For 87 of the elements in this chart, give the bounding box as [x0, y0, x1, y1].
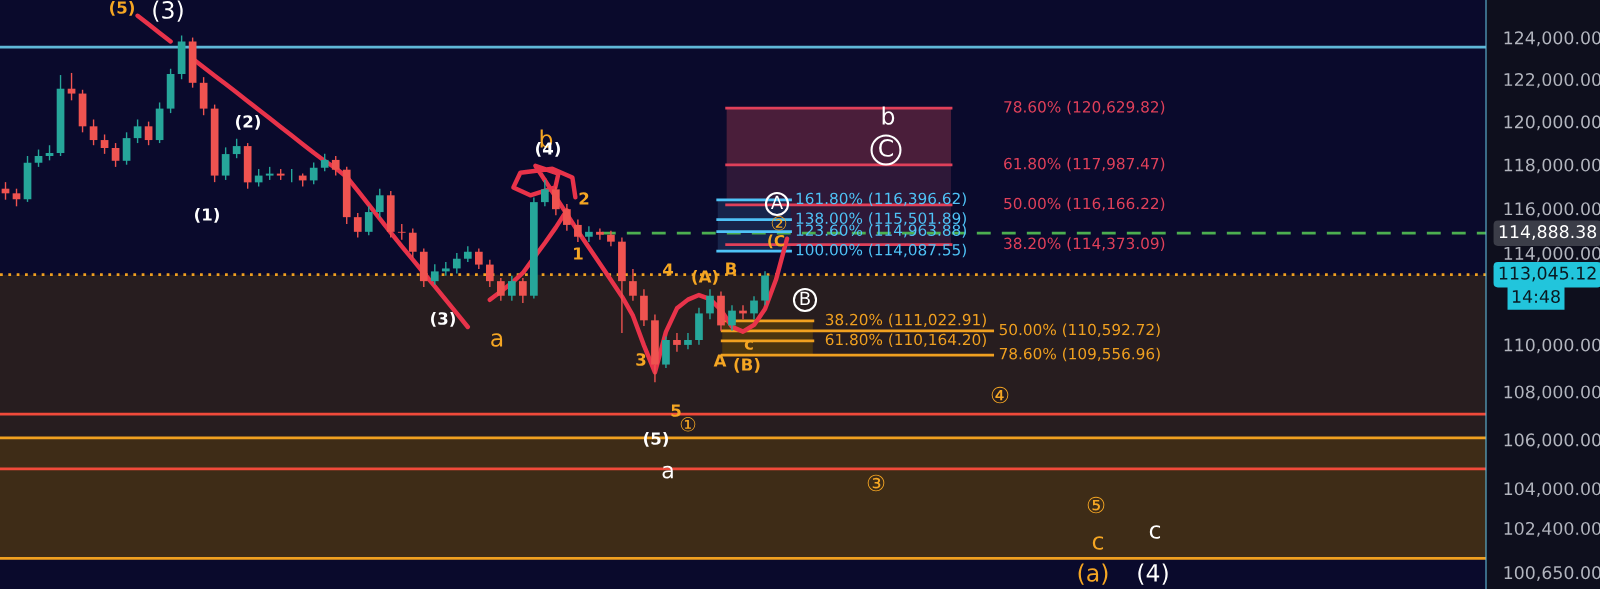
annotation: (B)	[734, 357, 760, 373]
candlestick	[353, 212, 362, 239]
annotation: (4)	[1138, 563, 1168, 585]
candlestick	[519, 277, 527, 304]
annotation: c	[744, 340, 753, 350]
y-tick-label: 104,000.00	[1504, 482, 1600, 498]
annotation: 1	[574, 247, 583, 260]
annotation: C	[879, 138, 893, 157]
candlestick	[596, 227, 604, 241]
annotation: B	[800, 291, 810, 305]
y-tick-label: 114,000.00	[1504, 246, 1600, 262]
ref-line-label: 50.00% (116,166.22)	[1004, 197, 1165, 212]
annotation: (3)	[153, 0, 183, 22]
ref-line-label: 38.20% (114,373.09)	[1004, 237, 1165, 251]
ref-line-label: 113,045.12	[1499, 266, 1596, 282]
y-tick-label: 122,000.00	[1504, 72, 1600, 88]
annotation: (A)	[692, 269, 718, 285]
ref-line-label: 38.20% (111,022.91)	[825, 313, 986, 328]
ref-line-label: 61.80% (110,164.20)	[825, 333, 986, 348]
annotation: A	[713, 354, 727, 367]
candlestick	[574, 218, 582, 243]
annotation: ⑤	[1087, 496, 1105, 514]
annotation: a	[491, 333, 503, 347]
annotation: b	[882, 106, 895, 125]
y-tick-label: 108,000.00	[1504, 385, 1600, 401]
candlestick	[122, 131, 131, 166]
ref-line-label: 61.80% (117,987.47)	[1004, 157, 1165, 172]
candlestick	[133, 118, 142, 144]
annotation: B	[726, 262, 737, 275]
candlestick	[507, 274, 516, 302]
annotation: c	[1149, 525, 1161, 539]
candlestick	[100, 133, 109, 155]
ref-line-label: 78.60% (120,629.82)	[1004, 100, 1165, 115]
candlestick	[67, 72, 76, 102]
candlestick	[750, 295, 758, 320]
candlestick	[111, 142, 120, 168]
annotation: (1)	[195, 207, 219, 223]
candlestick	[89, 118, 98, 146]
ref-line-label: 123.60% (114,963.88)	[796, 224, 966, 238]
annotation: (a)	[1078, 563, 1108, 585]
annotation: (3)	[431, 311, 455, 327]
candlestick	[629, 268, 637, 302]
annotation: 2	[579, 192, 589, 205]
candlestick	[364, 205, 373, 236]
candlestick	[408, 227, 417, 259]
candlestick	[541, 179, 549, 208]
annotation: (5)	[110, 0, 134, 16]
y-tick-label: 102,400.00	[1504, 521, 1600, 537]
candlestick	[144, 120, 153, 146]
candlestick	[706, 288, 714, 320]
candlestick	[309, 161, 318, 186]
candlestick	[485, 259, 494, 288]
annotation: 3	[636, 353, 646, 366]
ref-line-label: 78.60% (109,556.96)	[999, 347, 1160, 362]
ref-line-label: 100.00% (114,087.55)	[796, 243, 966, 258]
candlestick	[552, 185, 560, 216]
candlestick	[728, 304, 736, 332]
y-tick-label: 118,000.00	[1504, 158, 1600, 174]
y-tick-label: 124,000.00	[1504, 31, 1600, 47]
candlestick	[496, 277, 505, 302]
candlestick	[684, 332, 692, 351]
candlestick	[375, 188, 384, 219]
annotation: c	[1092, 536, 1104, 550]
y-tick-label: 106,000.00	[1504, 433, 1600, 449]
annotation: (2)	[236, 114, 260, 130]
annotation: ④	[991, 386, 1009, 404]
annotation: A	[770, 195, 784, 209]
candlestick	[585, 225, 593, 243]
candlestick	[221, 146, 230, 181]
annotation: ③	[867, 474, 885, 492]
candlestick	[331, 155, 340, 177]
annotation: 4	[662, 263, 674, 276]
candlestick	[474, 247, 483, 270]
text: 14:48	[1512, 289, 1560, 304]
candlestick	[430, 263, 439, 286]
ref-line-label: 114,888.38	[1499, 225, 1597, 241]
candlestick	[673, 332, 681, 353]
candlestick	[563, 203, 571, 232]
y-tick-label: 120,000.00	[1504, 115, 1600, 131]
y-tick-label: 116,000.00	[1504, 202, 1600, 218]
y-tick-label: 100,650.00	[1504, 566, 1600, 582]
ref-line-label: 161.80% (116,396.62)	[796, 192, 966, 206]
candlestick	[232, 138, 241, 159]
candlestick	[452, 252, 461, 275]
ref-line-label: 50.00% (110,592.72)	[999, 323, 1160, 338]
y-tick-label: 110,000.00	[1504, 338, 1600, 354]
annotation: ①	[680, 417, 696, 432]
